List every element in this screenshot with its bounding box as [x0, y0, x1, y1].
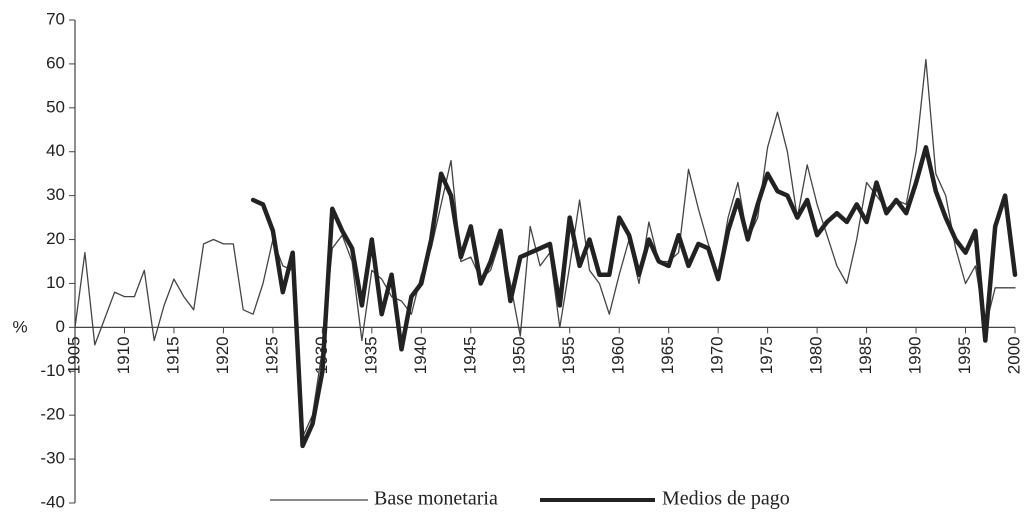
x-tick-label: 1950 — [510, 336, 529, 374]
y-tick-label: 30 — [46, 185, 65, 204]
y-tick-label: -20 — [40, 405, 65, 424]
x-tick-label: 1955 — [559, 336, 578, 374]
x-tick-label: 1965 — [658, 336, 677, 374]
x-tick-label: 1910 — [114, 336, 133, 374]
y-tick-label: 60 — [46, 53, 65, 72]
x-tick-label: 1985 — [856, 336, 875, 374]
x-tick-label: 1960 — [609, 336, 628, 374]
x-tick-label: 2000 — [1004, 336, 1023, 374]
x-tick-label: 1970 — [708, 336, 727, 374]
x-tick-label: 1975 — [757, 336, 776, 374]
y-tick-label: 50 — [46, 97, 65, 116]
x-tick-label: 1945 — [460, 336, 479, 374]
y-axis-label: % — [12, 317, 27, 336]
x-tick-label: 1905 — [64, 336, 83, 374]
x-tick-label: 1925 — [262, 336, 281, 374]
x-tick-label: 1920 — [213, 336, 232, 374]
legend-label: Base monetaria — [374, 488, 498, 510]
x-tick-label: 1980 — [807, 336, 826, 374]
x-tick-label: 1915 — [163, 336, 182, 374]
y-tick-label: -40 — [40, 492, 65, 511]
x-tick-label: 1940 — [411, 336, 430, 374]
x-tick-label: 1995 — [955, 336, 974, 374]
x-tick-label: 1990 — [906, 336, 925, 374]
y-tick-label: -30 — [40, 449, 65, 468]
series-line — [74, 58, 1016, 438]
y-tick-label: 0 — [56, 317, 65, 336]
x-tick-label: 1935 — [361, 336, 380, 374]
y-tick-label: 40 — [46, 141, 65, 160]
y-tick-label: 70 — [46, 9, 65, 28]
legend-label: Medios de pago — [662, 488, 790, 510]
series-line — [250, 145, 1018, 449]
y-tick-label: 20 — [46, 229, 65, 248]
y-tick-label: -10 — [40, 361, 65, 380]
y-tick-label: 10 — [46, 273, 65, 292]
